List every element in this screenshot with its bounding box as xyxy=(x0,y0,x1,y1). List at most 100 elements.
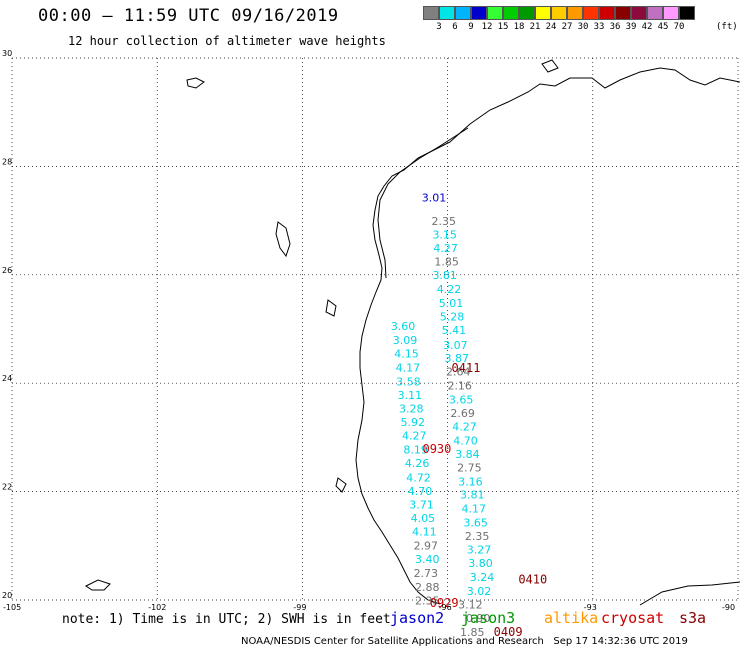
wave-height-value: 2.16 xyxy=(447,380,472,393)
wave-height-value: 3.80 xyxy=(468,557,493,570)
lon-tick-label: -96 xyxy=(439,603,452,612)
wave-height-value: 3.01 xyxy=(422,192,447,205)
wave-height-value: 2.35 xyxy=(431,215,456,228)
observation-labels: 3.012.353.154.271.853.814.225.015.285.41… xyxy=(391,192,494,639)
pass-time-label: 0930 xyxy=(422,442,451,456)
colorbar-swatch xyxy=(519,6,535,20)
wave-height-value: 3.09 xyxy=(393,334,418,347)
wave-height-value: 3.24 xyxy=(470,571,495,584)
island-3 xyxy=(275,221,291,258)
wave-height-value: 4.26 xyxy=(405,457,430,470)
wave-height-value: 1.85 xyxy=(434,256,459,269)
wave-height-value: 4.72 xyxy=(406,471,431,484)
wave-height-value: 5.28 xyxy=(440,310,465,323)
wave-height-value: 3.65 xyxy=(449,393,474,406)
island-1 xyxy=(186,77,205,89)
wave-height-value: 5.92 xyxy=(401,416,426,429)
colorbar-swatch xyxy=(535,6,551,20)
lake-1 xyxy=(325,299,337,317)
wave-height-value: 3.81 xyxy=(432,269,457,282)
colorbar-swatch xyxy=(599,6,615,20)
colorbar-tick: 45 xyxy=(657,22,669,32)
colorbar-tick: 30 xyxy=(577,22,589,32)
wave-height-value: 4.05 xyxy=(411,512,436,525)
lon-tick-label: -93 xyxy=(584,603,597,612)
coastline-yucatan xyxy=(639,581,740,606)
colorbar-tick: 24 xyxy=(545,22,557,32)
pass-time-label: 0410 xyxy=(518,573,547,587)
wave-height-value: 3.15 xyxy=(432,228,457,241)
wave-height-value: 3.02 xyxy=(467,585,492,598)
wave-height-value: 1.85 xyxy=(460,626,485,639)
colorbar-swatch xyxy=(455,6,471,20)
colorbar-swatch xyxy=(439,6,455,20)
lon-tick-label: -105 xyxy=(3,603,21,612)
colorbar-tick: 70 xyxy=(673,22,685,32)
wave-height-value: 3.12 xyxy=(458,599,483,612)
colorbar-tick: 3 xyxy=(436,22,442,32)
colorbar-tick: 18 xyxy=(513,22,525,32)
colorbar-swatch xyxy=(551,6,567,20)
wave-height-value: 4.70 xyxy=(453,434,478,447)
wave-height-value: 8.19 xyxy=(403,444,428,457)
wave-height-value: 4.27 xyxy=(452,420,477,433)
wave-height-value: 2.88 xyxy=(415,581,440,594)
wave-height-value: 3.84 xyxy=(455,448,480,461)
credit-timestamp: Sep 17 14:32:36 UTC 2019 xyxy=(553,636,688,647)
legend-cryosat: cryosat xyxy=(601,609,665,627)
colorbar-tick: 12 xyxy=(481,22,493,32)
pass-time-label: 0409 xyxy=(494,625,523,639)
map-subtitle: 12 hour collection of altimeter wave hei… xyxy=(68,34,386,48)
colorbar-tick: 36 xyxy=(609,22,621,32)
wave-height-value: 3.71 xyxy=(409,498,434,511)
wave-height-value: 3.58 xyxy=(396,375,421,388)
wave-height-value: 2.97 xyxy=(414,540,439,553)
wave-height-value: 3.07 xyxy=(443,339,468,352)
wave-height-value: 5.41 xyxy=(442,324,467,337)
credit-text: NOAA/NESDIS Center for Satellite Applica… xyxy=(241,636,544,647)
colorbar-swatch xyxy=(423,6,439,20)
wave-height-value: 2.35 xyxy=(415,594,440,607)
wave-height-value: 4.27 xyxy=(433,242,458,255)
wave-height-value: 4.70 xyxy=(408,485,433,498)
wave-height-value: 4.11 xyxy=(412,526,437,539)
colorbar xyxy=(423,6,695,20)
colorbar-tick: 33 xyxy=(593,22,605,32)
colorbar-tick: 9 xyxy=(468,22,474,32)
lat-tick-label: 30 xyxy=(2,49,12,58)
island-2 xyxy=(541,59,559,73)
wave-height-value: 2.75 xyxy=(457,462,482,475)
axis-labels: 30 28 26 24 22 20 -105 -102 -99 -96 -93 -90 xyxy=(2,49,735,612)
colorbar-swatch xyxy=(503,6,519,20)
map-title: 00:00 – 11:59 UTC 09/16/2019 xyxy=(38,6,339,26)
coastline xyxy=(85,59,740,606)
wave-height-value: 3.11 xyxy=(398,389,423,402)
lake-2 xyxy=(335,477,347,493)
wave-height-value: 4.17 xyxy=(396,361,421,374)
wave-height-value: 0.90 xyxy=(466,612,491,625)
lon-tick-label: -102 xyxy=(148,603,166,612)
colorbar-swatch xyxy=(471,6,487,20)
wave-height-value: 4.15 xyxy=(394,348,419,361)
coastline-barrier xyxy=(377,127,469,279)
time-labels: 0411 0930 0410 0929 0409 xyxy=(422,361,547,639)
wave-height-value: 2.64 xyxy=(446,366,471,379)
colorbar-swatch xyxy=(487,6,503,20)
wave-height-value: 3.40 xyxy=(415,553,440,566)
legend-altika: altika xyxy=(544,609,599,627)
coastline-path xyxy=(355,67,740,605)
wave-height-value: 3.27 xyxy=(467,543,492,556)
lat-tick-label: 22 xyxy=(2,483,12,492)
colorbar-swatch xyxy=(615,6,631,20)
wave-height-value: 3.60 xyxy=(391,320,416,333)
pass-time-label: 0411 xyxy=(452,361,481,375)
wave-height-value: 5.01 xyxy=(439,297,464,310)
wave-height-value: 3.87 xyxy=(445,352,470,365)
colorbar-tick: 15 xyxy=(497,22,509,32)
wave-height-value: 3.16 xyxy=(458,476,483,489)
legend-jason2: jason2 xyxy=(390,609,445,627)
lon-tick-label: -90 xyxy=(722,603,735,612)
colorbar-tick: 27 xyxy=(561,22,573,32)
wave-height-value: 4.17 xyxy=(461,503,486,516)
